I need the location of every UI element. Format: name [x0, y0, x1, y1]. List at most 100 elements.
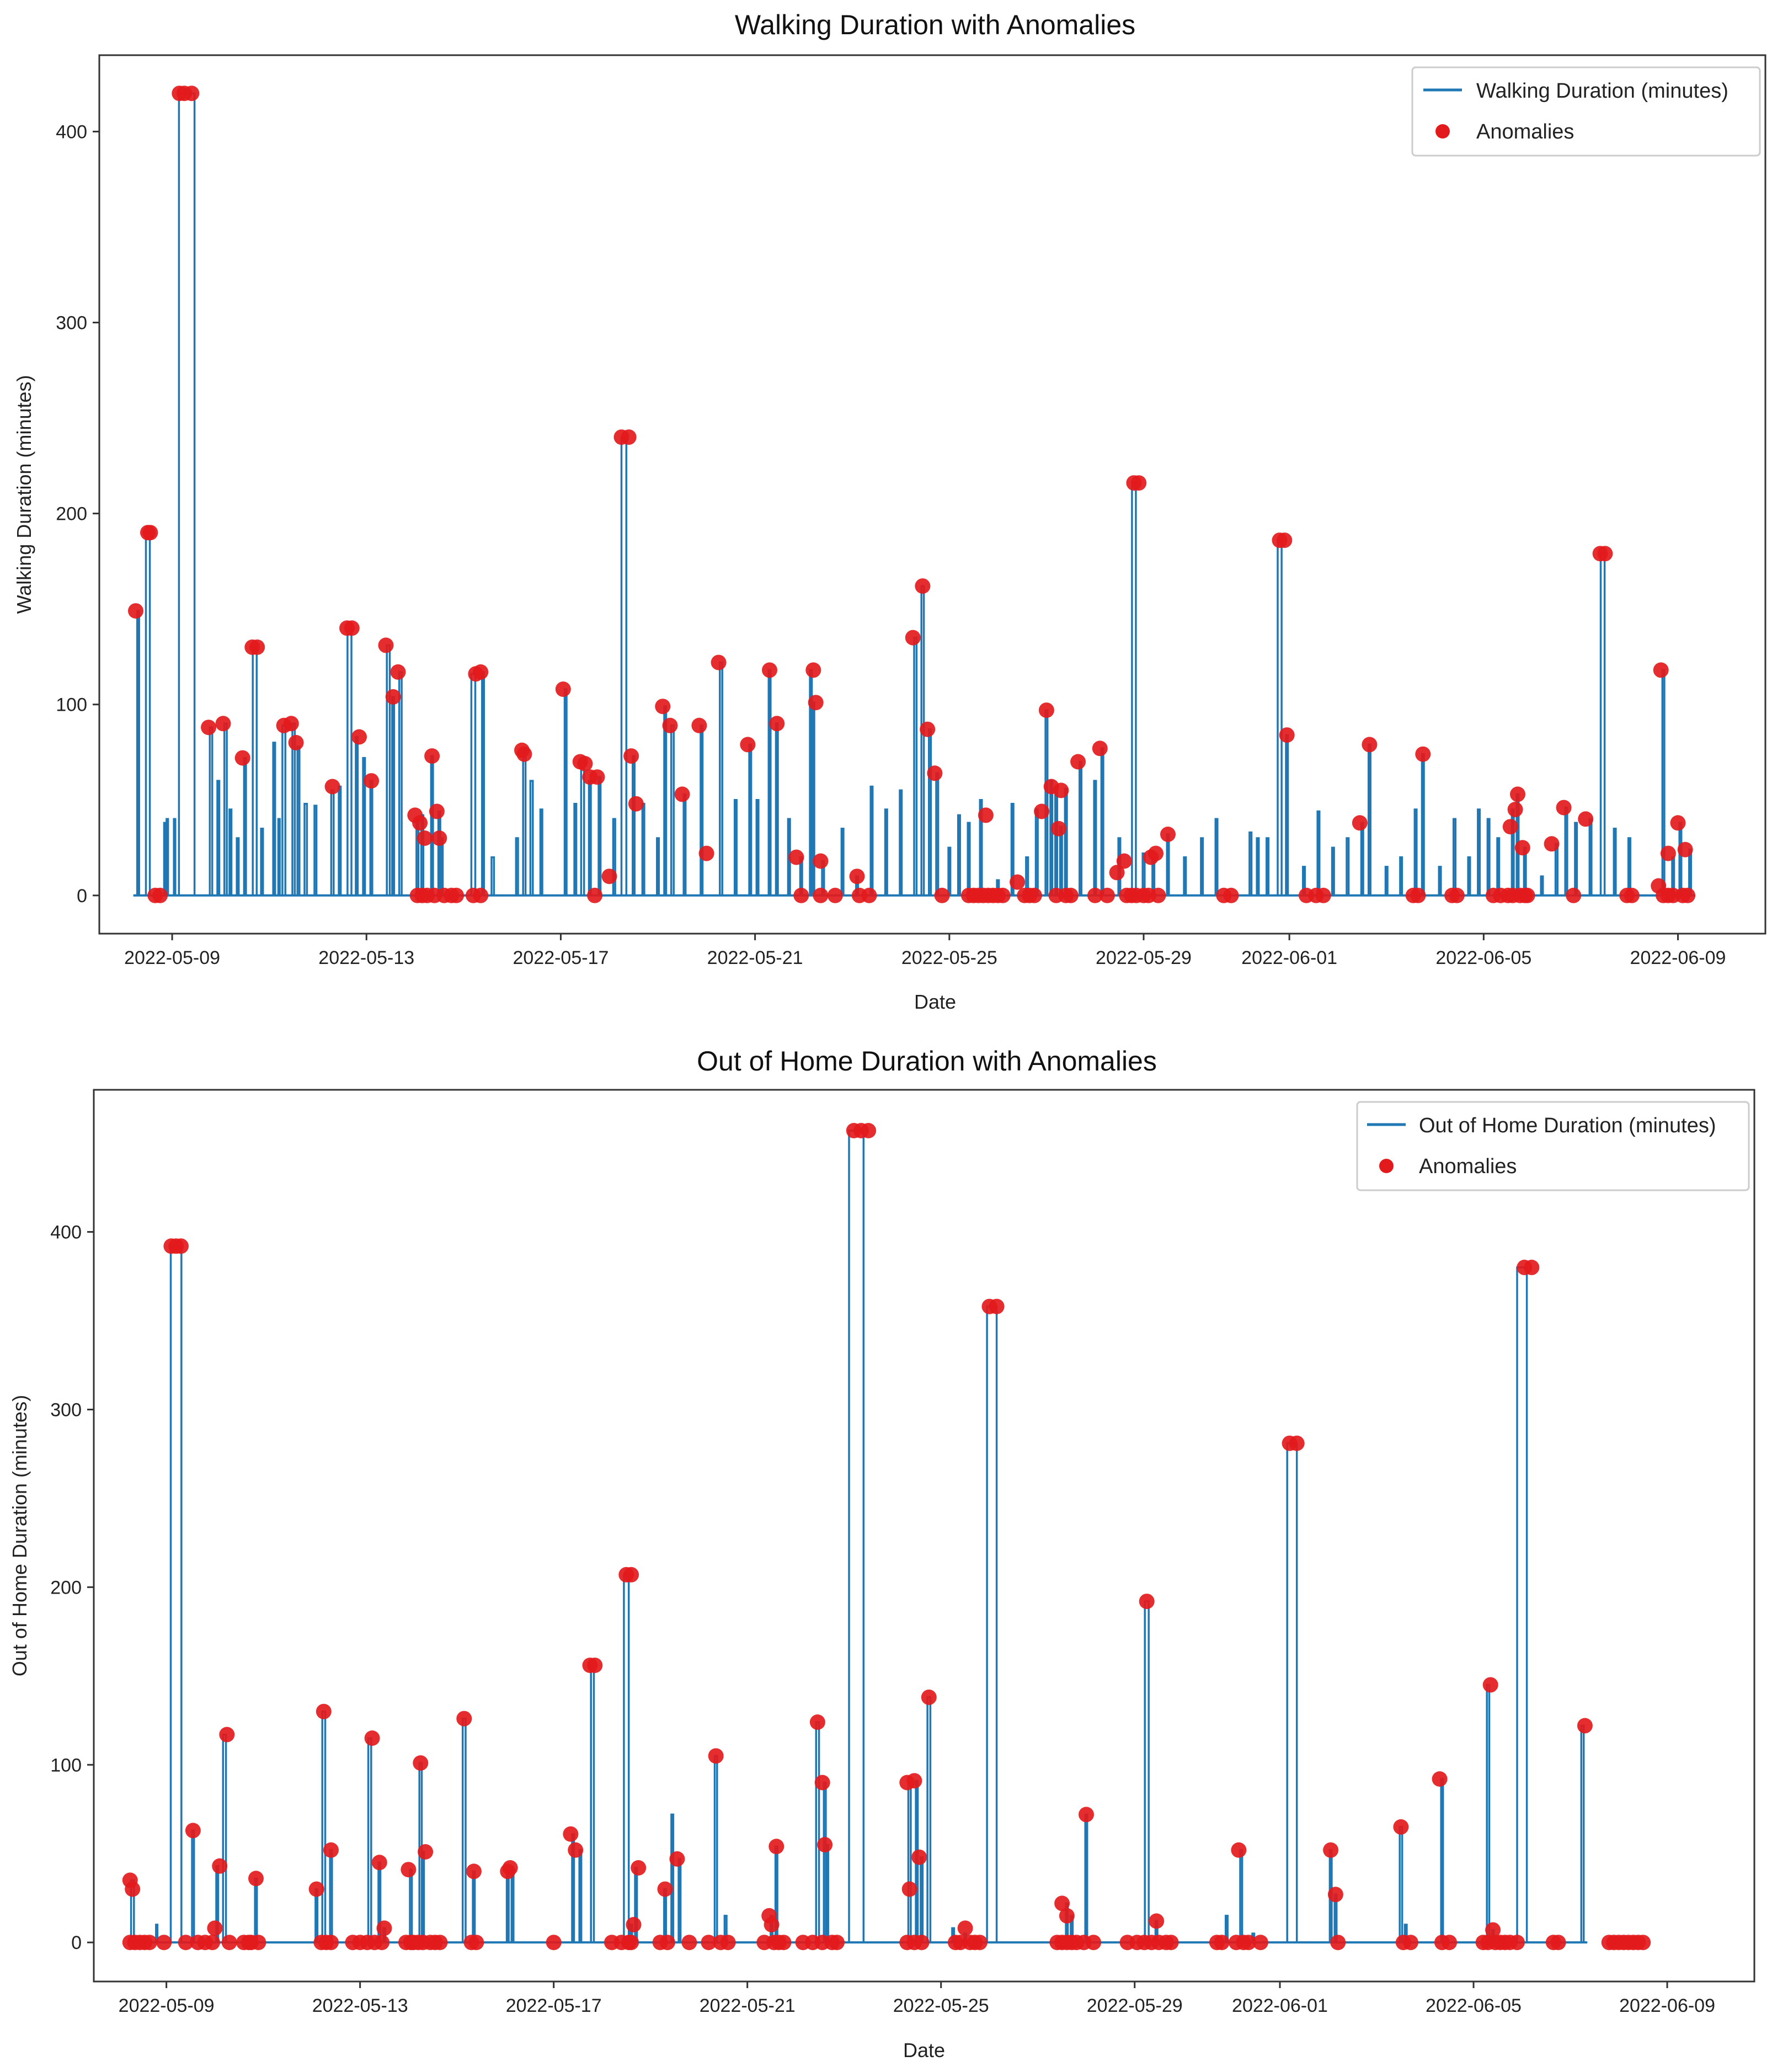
out-of-home-anomaly-point	[626, 1917, 642, 1932]
walking-anomaly-point	[288, 734, 304, 750]
walking-line-segment	[1302, 866, 1306, 896]
out-of-home-x-tick-label: 2022-05-17	[506, 1995, 602, 2016]
walking-line-segment	[1200, 837, 1204, 896]
walking-anomaly-point	[1092, 741, 1108, 757]
walking-line-segment	[884, 808, 888, 896]
walking-legend-box	[1411, 66, 1761, 157]
walking-anomaly-point	[655, 699, 671, 715]
out-of-home-ticks: 2022-05-09 2022-05-13 2022-05-17 2022-05-21…	[50, 1222, 1715, 2016]
out-of-home-anomaly-point	[972, 1935, 988, 1951]
walking-line-segment	[481, 671, 485, 896]
walking-line-segment	[1477, 808, 1481, 896]
walking-anomaly-point	[587, 887, 603, 903]
out-of-home-x-tick-label: 2022-05-21	[700, 1995, 796, 2016]
walking-anomaly-point	[827, 887, 843, 903]
walking-line-segment	[597, 776, 602, 896]
out-of-home-anomaly-point	[1323, 1842, 1339, 1858]
walking-anomaly-point	[978, 807, 994, 823]
walking-anomaly-point	[324, 779, 340, 795]
walking-anomaly-point	[920, 721, 936, 737]
walking-anomaly-point	[1578, 811, 1594, 827]
walking-anomaly-point	[577, 756, 593, 771]
walking-line-segment	[529, 780, 534, 896]
out-of-home-anomaly-point	[316, 1703, 332, 1719]
walking-line-segment	[1266, 837, 1270, 896]
walking-anomaly-point	[429, 803, 445, 819]
walking-anomaly-point	[1315, 887, 1331, 903]
walking-legend-marker-swatch	[1435, 124, 1450, 139]
out-of-home-anomaly-point	[623, 1567, 639, 1583]
out-of-home-anomaly-point	[861, 1123, 877, 1138]
walking-line-segment	[272, 742, 276, 896]
walking-anomaly-point	[861, 887, 877, 903]
walking-anomaly-point	[378, 637, 394, 653]
out-of-home-anomaly-point	[1059, 1908, 1075, 1924]
walking-anomaly-point	[740, 737, 756, 753]
out-of-home-line-segment	[723, 1915, 728, 1943]
out-of-home-anomaly-point	[308, 1881, 324, 1897]
walking-anomaly-point	[1449, 887, 1465, 903]
walking-anomaly-point	[1514, 840, 1530, 856]
walking-x-tick-label: 2022-06-05	[1435, 947, 1531, 968]
walking-anomaly-point	[390, 664, 406, 680]
out-of-home-line-segment	[155, 1924, 159, 1943]
walking-anomaly-point	[1131, 475, 1147, 491]
walking-anomaly-point	[516, 746, 532, 762]
walking-anomaly-point	[1050, 821, 1066, 837]
out-of-home-anomaly-point	[1079, 1807, 1094, 1823]
out-of-home-anomaly-point	[1086, 1935, 1102, 1951]
walking-anomaly-point	[215, 716, 231, 732]
walking-anomaly-point	[1653, 662, 1669, 678]
walking-line-segment	[1183, 856, 1187, 896]
walking-line-segment	[1399, 856, 1403, 896]
out-of-home-anomaly-point	[1509, 1935, 1525, 1951]
walking-line-segment	[612, 818, 616, 896]
out-of-home-y-tick-label: 300	[50, 1399, 82, 1420]
out-of-home-anomaly-point	[1231, 1842, 1247, 1858]
out-of-home-line-segment	[254, 1877, 258, 1943]
out-of-home-anomaly-point	[776, 1935, 792, 1951]
walking-anomaly-point	[808, 695, 824, 711]
walking-line-segment	[216, 780, 221, 896]
out-of-home-chart: Out of Home Duration with Anomalies 2022…	[8, 1046, 1755, 2062]
walking-anomaly-point	[184, 86, 200, 102]
walking-anomaly-point	[589, 769, 605, 785]
out-of-home-anomaly-point	[371, 1855, 387, 1871]
walking-anomaly-point	[1070, 754, 1086, 770]
walking-line-segment	[1079, 760, 1083, 896]
walking-line-segment	[136, 610, 140, 896]
walking-line-segment	[1588, 818, 1593, 896]
walking-anomaly-point	[1053, 782, 1069, 798]
walking-y-tick-label: 100	[56, 695, 87, 716]
out-of-home-anomaly-point	[713, 1935, 729, 1951]
walking-x-tick-label: 2022-05-21	[707, 947, 803, 968]
out-of-home-anomaly-point	[221, 1935, 237, 1951]
walking-line-segment	[641, 802, 645, 896]
out-of-home-anomaly-point	[374, 1935, 390, 1951]
walking-anomaly-point	[1510, 786, 1525, 802]
walking-anomaly-point	[142, 525, 158, 541]
out-of-home-legend-box	[1356, 1101, 1750, 1191]
out-of-home-anomaly-point	[456, 1711, 472, 1727]
out-of-home-anomaly-point	[901, 1881, 917, 1897]
walking-line-segment	[979, 798, 983, 896]
out-of-home-anomaly-point	[376, 1920, 392, 1936]
walking-line-segment	[515, 837, 519, 896]
walking-anomaly-point	[1670, 815, 1686, 831]
walking-anomaly-point	[805, 662, 821, 678]
out-of-home-line-segment	[677, 1858, 682, 1943]
walking-line-segment	[1613, 827, 1617, 896]
walking-line-segment	[490, 856, 495, 896]
walking-line-segment	[1346, 837, 1350, 896]
out-of-home-legend-line-label: Out of Home Duration (minutes)	[1419, 1114, 1716, 1137]
out-of-home-x-tick-label: 2022-06-01	[1232, 1995, 1328, 2016]
out-of-home-anomaly-point	[914, 1935, 930, 1951]
walking-plot-area	[128, 86, 1696, 903]
walking-anomaly-point	[412, 815, 428, 831]
walking-anomaly-point	[813, 853, 829, 869]
walking-line-segment	[1486, 818, 1491, 896]
walking-line-segment	[313, 805, 318, 896]
walking-anomaly-point	[555, 681, 571, 697]
out-of-home-anomaly-point	[364, 1730, 380, 1746]
